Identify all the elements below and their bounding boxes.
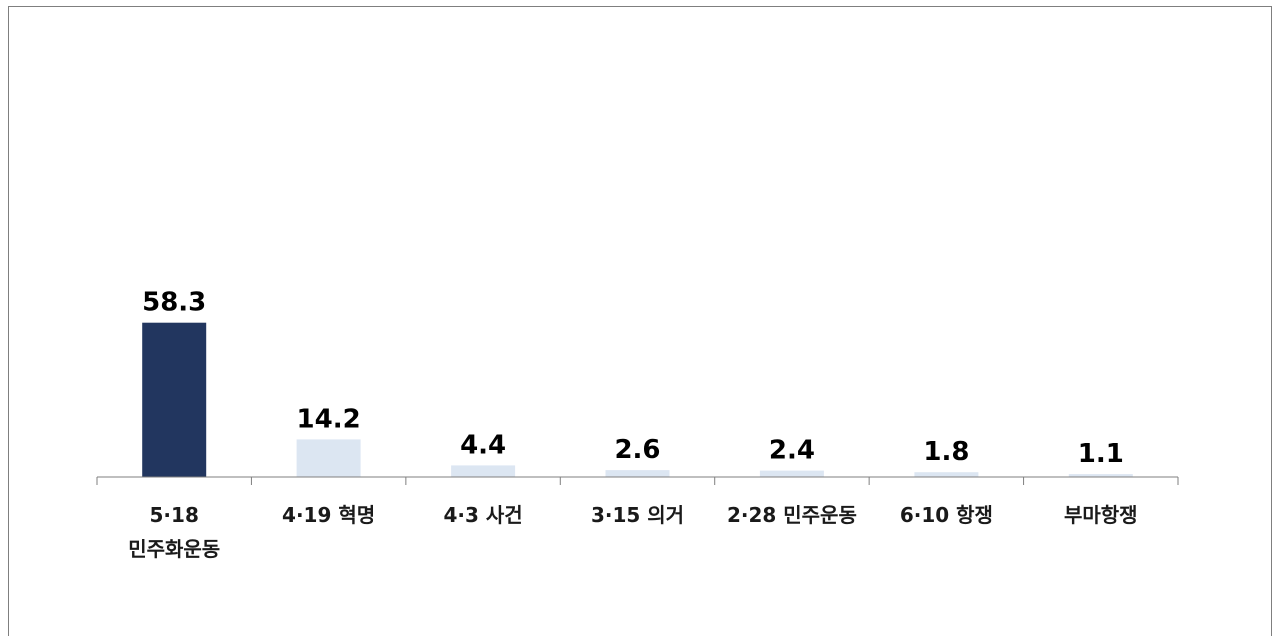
category-label-4: 2·28 민주운동 — [727, 503, 857, 527]
category-label-6: 부마항쟁 — [1064, 503, 1138, 527]
category-label-1: 4·19 혁명 — [282, 503, 375, 527]
value-label-4: 2.4 — [769, 436, 815, 466]
bar-5 — [914, 472, 979, 477]
value-label-3: 2.6 — [614, 435, 660, 465]
value-label-2: 4.4 — [460, 430, 506, 460]
value-label-6: 1.1 — [1078, 439, 1124, 469]
value-label-0: 58.3 — [142, 288, 206, 318]
chart-frame — [8, 6, 1272, 636]
category-label-2: 4·3 사건 — [443, 503, 522, 527]
bar-2 — [451, 465, 516, 477]
bar-0 — [142, 322, 207, 477]
value-label-5: 1.8 — [923, 437, 969, 467]
bar-6 — [1068, 474, 1133, 477]
value-labels-group: 58.3 14.2 4.4 2.6 2.4 1.8 1.1 — [142, 288, 1124, 469]
x-axis — [96, 476, 1179, 485]
category-labels-group: 5·18 민주화운동 4·19 혁명 4·3 사건 3·15 의거 2·28 민주운동 6·… — [128, 503, 1137, 561]
bars-group — [142, 322, 1133, 477]
bar-4 — [759, 470, 824, 477]
category-label-5: 6·10 항쟁 — [900, 503, 993, 527]
bar-1 — [296, 439, 361, 477]
category-label-0: 5·18 민주화운동 — [128, 503, 220, 561]
category-label-3: 3·15 의거 — [591, 503, 684, 527]
value-label-1: 14.2 — [297, 404, 361, 434]
bar-3 — [605, 470, 670, 477]
